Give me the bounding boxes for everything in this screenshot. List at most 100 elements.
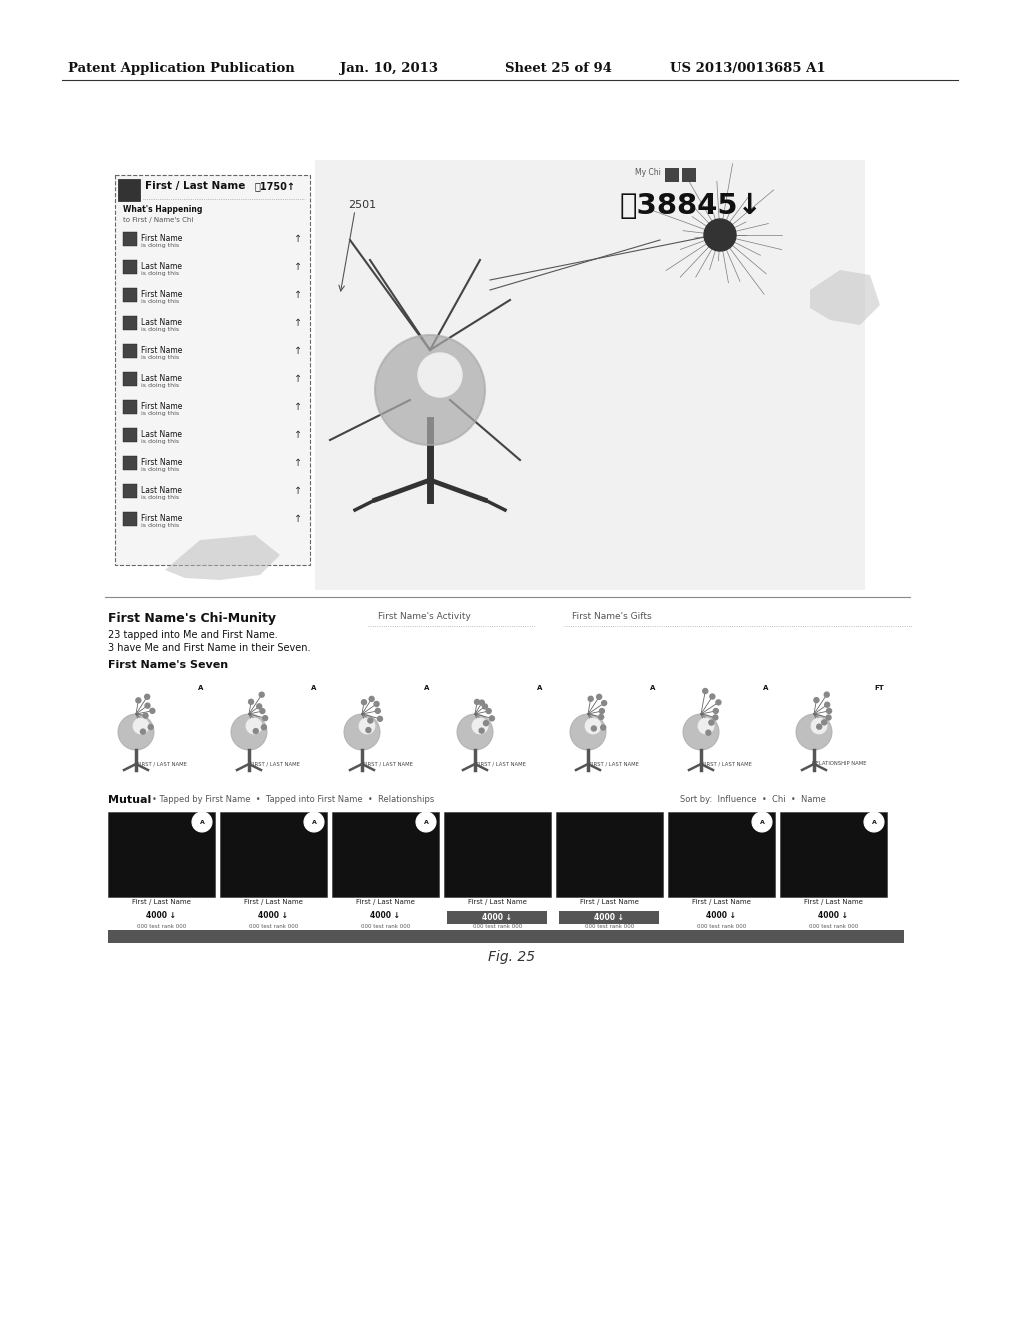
Text: FIRST / LAST NAME: FIRST / LAST NAME — [589, 762, 638, 766]
Text: A: A — [311, 820, 316, 825]
Text: A: A — [199, 685, 204, 690]
Text: is doing this: is doing this — [141, 523, 179, 528]
Bar — [315, 160, 865, 590]
Text: First Name's Chi-Munity: First Name's Chi-Munity — [108, 612, 276, 624]
Text: 000 test rank 000: 000 test rank 000 — [249, 924, 298, 929]
Circle shape — [683, 714, 719, 750]
Bar — [334, 680, 441, 756]
Circle shape — [821, 719, 826, 725]
Text: 4000 ↓: 4000 ↓ — [818, 911, 849, 920]
Circle shape — [133, 718, 150, 734]
Bar — [560, 680, 667, 756]
Circle shape — [257, 704, 262, 709]
Text: is doing this: is doing this — [141, 383, 179, 388]
Circle shape — [826, 715, 831, 719]
Text: ↑: ↑ — [294, 318, 302, 327]
Circle shape — [705, 219, 736, 251]
Text: FT: FT — [874, 685, 884, 690]
Circle shape — [472, 718, 488, 734]
Text: FIRST / LAST NAME: FIRST / LAST NAME — [475, 762, 525, 766]
Circle shape — [259, 692, 264, 697]
Bar — [108, 680, 215, 756]
Circle shape — [706, 730, 711, 735]
Text: 2501: 2501 — [348, 201, 376, 210]
Circle shape — [361, 700, 367, 705]
Text: ↑: ↑ — [294, 513, 302, 524]
Bar — [115, 176, 310, 565]
Circle shape — [713, 715, 718, 719]
Text: US 2013/0013685 A1: US 2013/0013685 A1 — [670, 62, 825, 75]
Bar — [447, 680, 554, 756]
Text: A: A — [763, 685, 769, 690]
Bar — [108, 812, 215, 898]
Circle shape — [588, 696, 593, 701]
Circle shape — [817, 725, 821, 729]
Text: ↑: ↑ — [294, 458, 302, 469]
Text: First Name: First Name — [141, 458, 182, 467]
Text: ↑: ↑ — [294, 346, 302, 356]
Circle shape — [375, 709, 380, 713]
Circle shape — [416, 677, 438, 700]
Text: FIRST / LAST NAME: FIRST / LAST NAME — [250, 762, 299, 766]
Polygon shape — [165, 535, 280, 579]
Bar — [780, 812, 887, 898]
Text: First Name: First Name — [141, 290, 182, 300]
Circle shape — [698, 718, 714, 734]
Circle shape — [145, 704, 151, 708]
Bar — [673, 680, 780, 756]
Text: ↑: ↑ — [294, 430, 302, 440]
Circle shape — [714, 709, 719, 713]
Text: A: A — [650, 685, 655, 690]
Bar — [447, 911, 547, 924]
Circle shape — [752, 812, 772, 832]
Text: Jan. 10, 2013: Jan. 10, 2013 — [340, 62, 438, 75]
Circle shape — [479, 700, 484, 705]
Bar — [786, 680, 893, 756]
Polygon shape — [810, 271, 880, 325]
Text: A: A — [200, 820, 205, 825]
Circle shape — [249, 700, 254, 705]
Circle shape — [144, 694, 150, 700]
Bar — [123, 512, 137, 525]
Circle shape — [231, 714, 267, 750]
Text: What's Happening: What's Happening — [123, 205, 203, 214]
Text: Fig. 25: Fig. 25 — [488, 950, 536, 964]
Circle shape — [599, 714, 603, 719]
Text: 4000 ↓: 4000 ↓ — [371, 911, 400, 920]
Text: 4000 ↓: 4000 ↓ — [146, 911, 176, 920]
Bar — [559, 911, 659, 924]
Bar — [123, 484, 137, 498]
Text: First / Last Name: First / Last Name — [804, 899, 863, 906]
Circle shape — [529, 677, 551, 700]
Text: is doing this: is doing this — [141, 411, 179, 416]
Text: is doing this: is doing this — [141, 467, 179, 473]
Circle shape — [304, 812, 324, 832]
Circle shape — [374, 701, 379, 706]
Text: Mutual: Mutual — [108, 795, 152, 805]
Text: is doing this: is doing this — [141, 327, 179, 333]
Text: FIRST / LAST NAME: FIRST / LAST NAME — [701, 762, 752, 766]
Bar — [123, 232, 137, 246]
Text: ↑: ↑ — [294, 374, 302, 384]
Text: ↑: ↑ — [294, 290, 302, 300]
Circle shape — [261, 725, 266, 730]
Circle shape — [709, 721, 714, 725]
Circle shape — [359, 718, 375, 734]
Text: 000 test rank 000: 000 test rank 000 — [360, 924, 411, 929]
Text: Last Name: Last Name — [141, 486, 182, 495]
Text: A: A — [424, 820, 428, 825]
Circle shape — [253, 729, 258, 734]
Circle shape — [368, 718, 373, 723]
Text: First Name's Gifts: First Name's Gifts — [572, 612, 651, 620]
Text: 000 test rank 000: 000 test rank 000 — [137, 924, 186, 929]
Circle shape — [262, 715, 267, 721]
Circle shape — [474, 700, 479, 705]
Text: 000 test rank 000: 000 test rank 000 — [473, 924, 522, 929]
Text: 4000 ↓: 4000 ↓ — [707, 911, 736, 920]
Text: Last Name: Last Name — [141, 318, 182, 327]
Text: First Name: First Name — [141, 346, 182, 355]
Text: RELATIONSHIP NAME: RELATIONSHIP NAME — [812, 762, 866, 766]
Bar — [221, 680, 328, 756]
Circle shape — [457, 714, 493, 750]
Text: FIRST / LAST NAME: FIRST / LAST NAME — [136, 762, 186, 766]
